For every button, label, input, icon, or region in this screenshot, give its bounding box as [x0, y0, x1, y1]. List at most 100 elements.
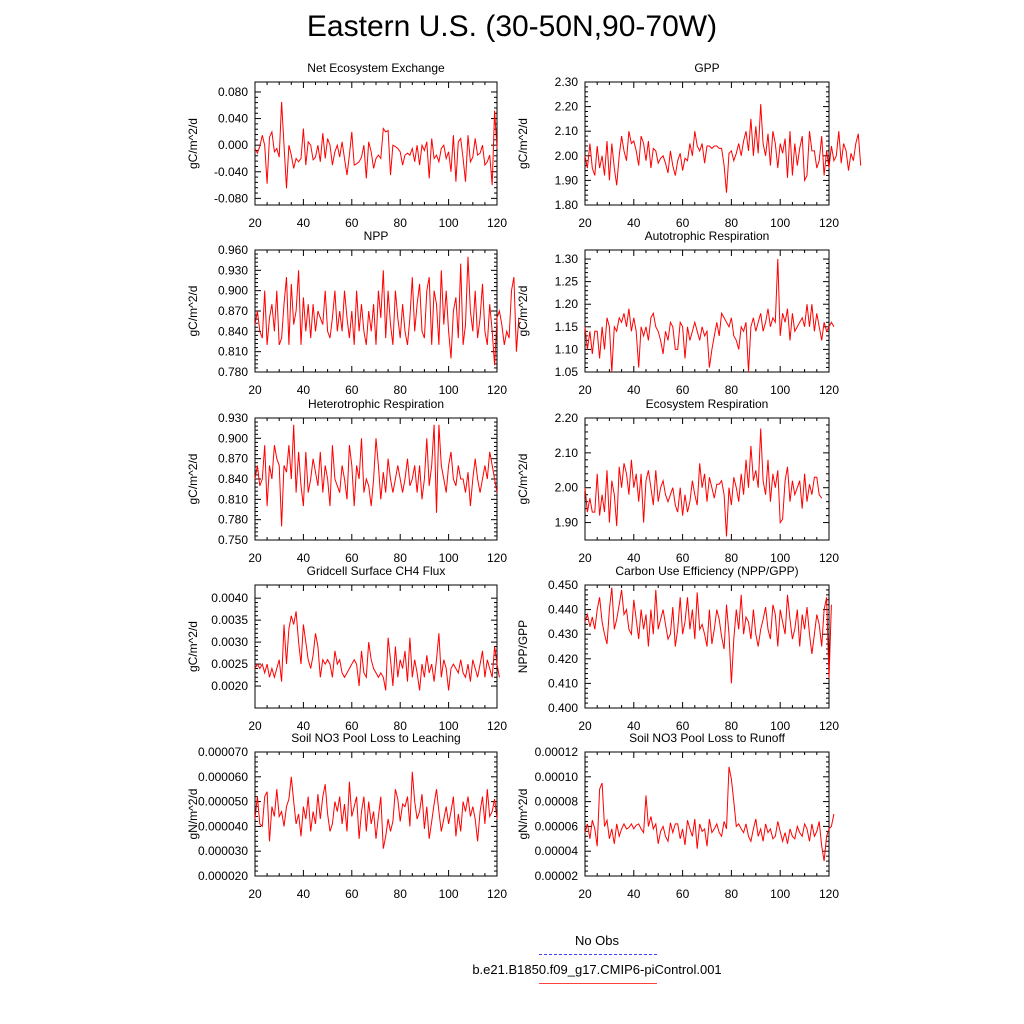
plot-frame	[254, 81, 498, 206]
y-tick-label: 2.00	[555, 149, 579, 163]
x-tick-label: 20	[248, 887, 262, 901]
y-tick-label: 1.20	[555, 297, 579, 311]
y-tick-label: 0.0035	[211, 613, 248, 627]
y-tick-label: 0.0020	[211, 679, 248, 693]
x-tick-label: 120	[487, 887, 507, 901]
x-tick-label: 20	[248, 551, 262, 565]
y-tick-label: 0.780	[218, 513, 248, 527]
y-axis-label: gC/m^2/d	[186, 118, 200, 169]
x-tick-label: 20	[578, 383, 592, 397]
panel-9: Soil NO3 Pool Loss to Runoff gN/m^2/d 20 40…	[516, 731, 839, 901]
x-tick-label: 40	[297, 719, 311, 733]
y-tick-label: 0.420	[548, 652, 578, 666]
panel-0: Net Ecosystem Exchange gC/m^2/d 20 40 60 80 10…	[186, 61, 507, 230]
plot-frame	[254, 584, 498, 709]
x-tick-label: 100	[770, 551, 790, 565]
page-title: Eastern U.S. (30-50N,90-70W)	[306, 10, 718, 43]
x-tick-label: 60	[676, 383, 690, 397]
x-tick-label: 80	[394, 383, 408, 397]
legend-obs-label: No Obs	[574, 933, 620, 948]
panel-title: Heterotrophic Respiration	[308, 397, 444, 411]
y-tick-label: 0.000070	[198, 745, 248, 759]
x-tick-label: 120	[487, 551, 507, 565]
x-tick-label: 80	[725, 383, 739, 397]
x-tick-label: 100	[439, 551, 459, 565]
x-tick-label: 40	[627, 383, 641, 397]
x-tick-label: 40	[297, 887, 311, 901]
y-tick-label: 0.750	[218, 533, 248, 547]
series-line	[254, 771, 498, 849]
y-tick-label: 0.930	[218, 411, 248, 425]
y-tick-label: 0.000030	[198, 844, 248, 858]
legend-obs-line	[539, 954, 657, 955]
panel-title: Soil NO3 Pool Loss to Runoff	[629, 731, 786, 745]
x-tick-label: 40	[627, 719, 641, 733]
y-tick-label: 0.000	[218, 138, 248, 152]
x-tick-label: 120	[487, 383, 507, 397]
x-tick-label: 120	[487, 719, 507, 733]
x-tick-label: 120	[819, 719, 839, 733]
series-line	[584, 104, 862, 193]
x-tick-label: 100	[439, 216, 459, 230]
y-tick-label: 1.25	[555, 275, 579, 289]
y-tick-label: 0.780	[218, 365, 248, 379]
x-tick-label: 120	[819, 216, 839, 230]
x-tick-label: 80	[394, 216, 408, 230]
y-tick-label: 2.30	[555, 75, 579, 89]
x-tick-label: 80	[394, 719, 408, 733]
panel-title: Carbon Use Efficiency (NPP/GPP)	[615, 564, 798, 578]
x-tick-label: 40	[297, 216, 311, 230]
plot-frame	[584, 751, 830, 877]
y-tick-label: 0.810	[218, 492, 248, 506]
y-tick-label: 0.870	[218, 304, 248, 318]
x-tick-label: 60	[345, 719, 359, 733]
series-line	[254, 611, 500, 691]
y-axis-label: gC/m^2/d	[516, 118, 530, 169]
y-tick-label: 0.410	[548, 676, 578, 690]
y-tick-label: 0.900	[218, 431, 248, 445]
y-axis-label: gN/m^2/d	[186, 789, 200, 840]
x-tick-label: 40	[627, 887, 641, 901]
series-line	[254, 101, 498, 189]
y-tick-label: 0.0030	[211, 635, 248, 649]
x-tick-label: 60	[676, 551, 690, 565]
x-tick-label: 20	[578, 216, 592, 230]
panel-5: Ecosystem Respiration gC/m^2/d 20 40 60 80 100…	[516, 397, 839, 565]
panel-title: Soil NO3 Pool Loss to Leaching	[291, 731, 460, 745]
panel-title: NPP	[364, 229, 389, 243]
x-tick-label: 80	[725, 551, 739, 565]
panel-2: NPP gC/m^2/d 20 40 60 80 100 120 0.780 0.810 0.840…	[186, 229, 520, 397]
y-tick-label: 1.90	[555, 516, 579, 530]
x-tick-label: 20	[248, 216, 262, 230]
x-tick-label: 60	[676, 719, 690, 733]
panel-6: Gridcell Surface CH4 Flux gC/m^2/d 20 40 60 8…	[186, 564, 507, 733]
series-line	[254, 424, 498, 527]
y-tick-label: 0.0025	[211, 657, 248, 671]
y-tick-label: 0.810	[218, 345, 248, 359]
y-tick-label: 0.000040	[198, 819, 248, 833]
y-tick-label: 2.10	[555, 124, 579, 138]
panel-3: Autotrophic Respiration gC/m^2/d 20 40 60 80 1…	[516, 229, 839, 397]
y-tick-label: 0.00006	[535, 819, 579, 833]
y-tick-label: 0.430	[548, 627, 578, 641]
y-tick-label: 1.30	[555, 252, 579, 266]
x-tick-label: 100	[439, 383, 459, 397]
series-line	[584, 258, 835, 373]
x-tick-label: 120	[819, 383, 839, 397]
y-tick-label: 0.400	[548, 701, 578, 715]
x-tick-label: 40	[627, 551, 641, 565]
y-axis-label: NPP/GPP	[516, 620, 530, 673]
plot-frame	[584, 417, 830, 541]
legend-run-label: b.e21.B1850.f09_g17.CMIP6-piControl.001	[472, 962, 722, 977]
plot-frame	[584, 249, 830, 373]
y-tick-label: 0.00012	[535, 745, 579, 759]
plot-frame	[254, 751, 498, 877]
y-tick-label: 0.000020	[198, 869, 248, 883]
series-line	[584, 428, 823, 537]
y-tick-label: 2.10	[555, 446, 579, 460]
y-axis-label: gC/m^2/d	[516, 286, 530, 337]
x-tick-label: 40	[297, 383, 311, 397]
y-tick-label: 0.900	[218, 284, 248, 298]
x-tick-label: 80	[725, 887, 739, 901]
panel-7: Carbon Use Efficiency (NPP/GPP) NPP/GPP 20…	[516, 564, 839, 733]
